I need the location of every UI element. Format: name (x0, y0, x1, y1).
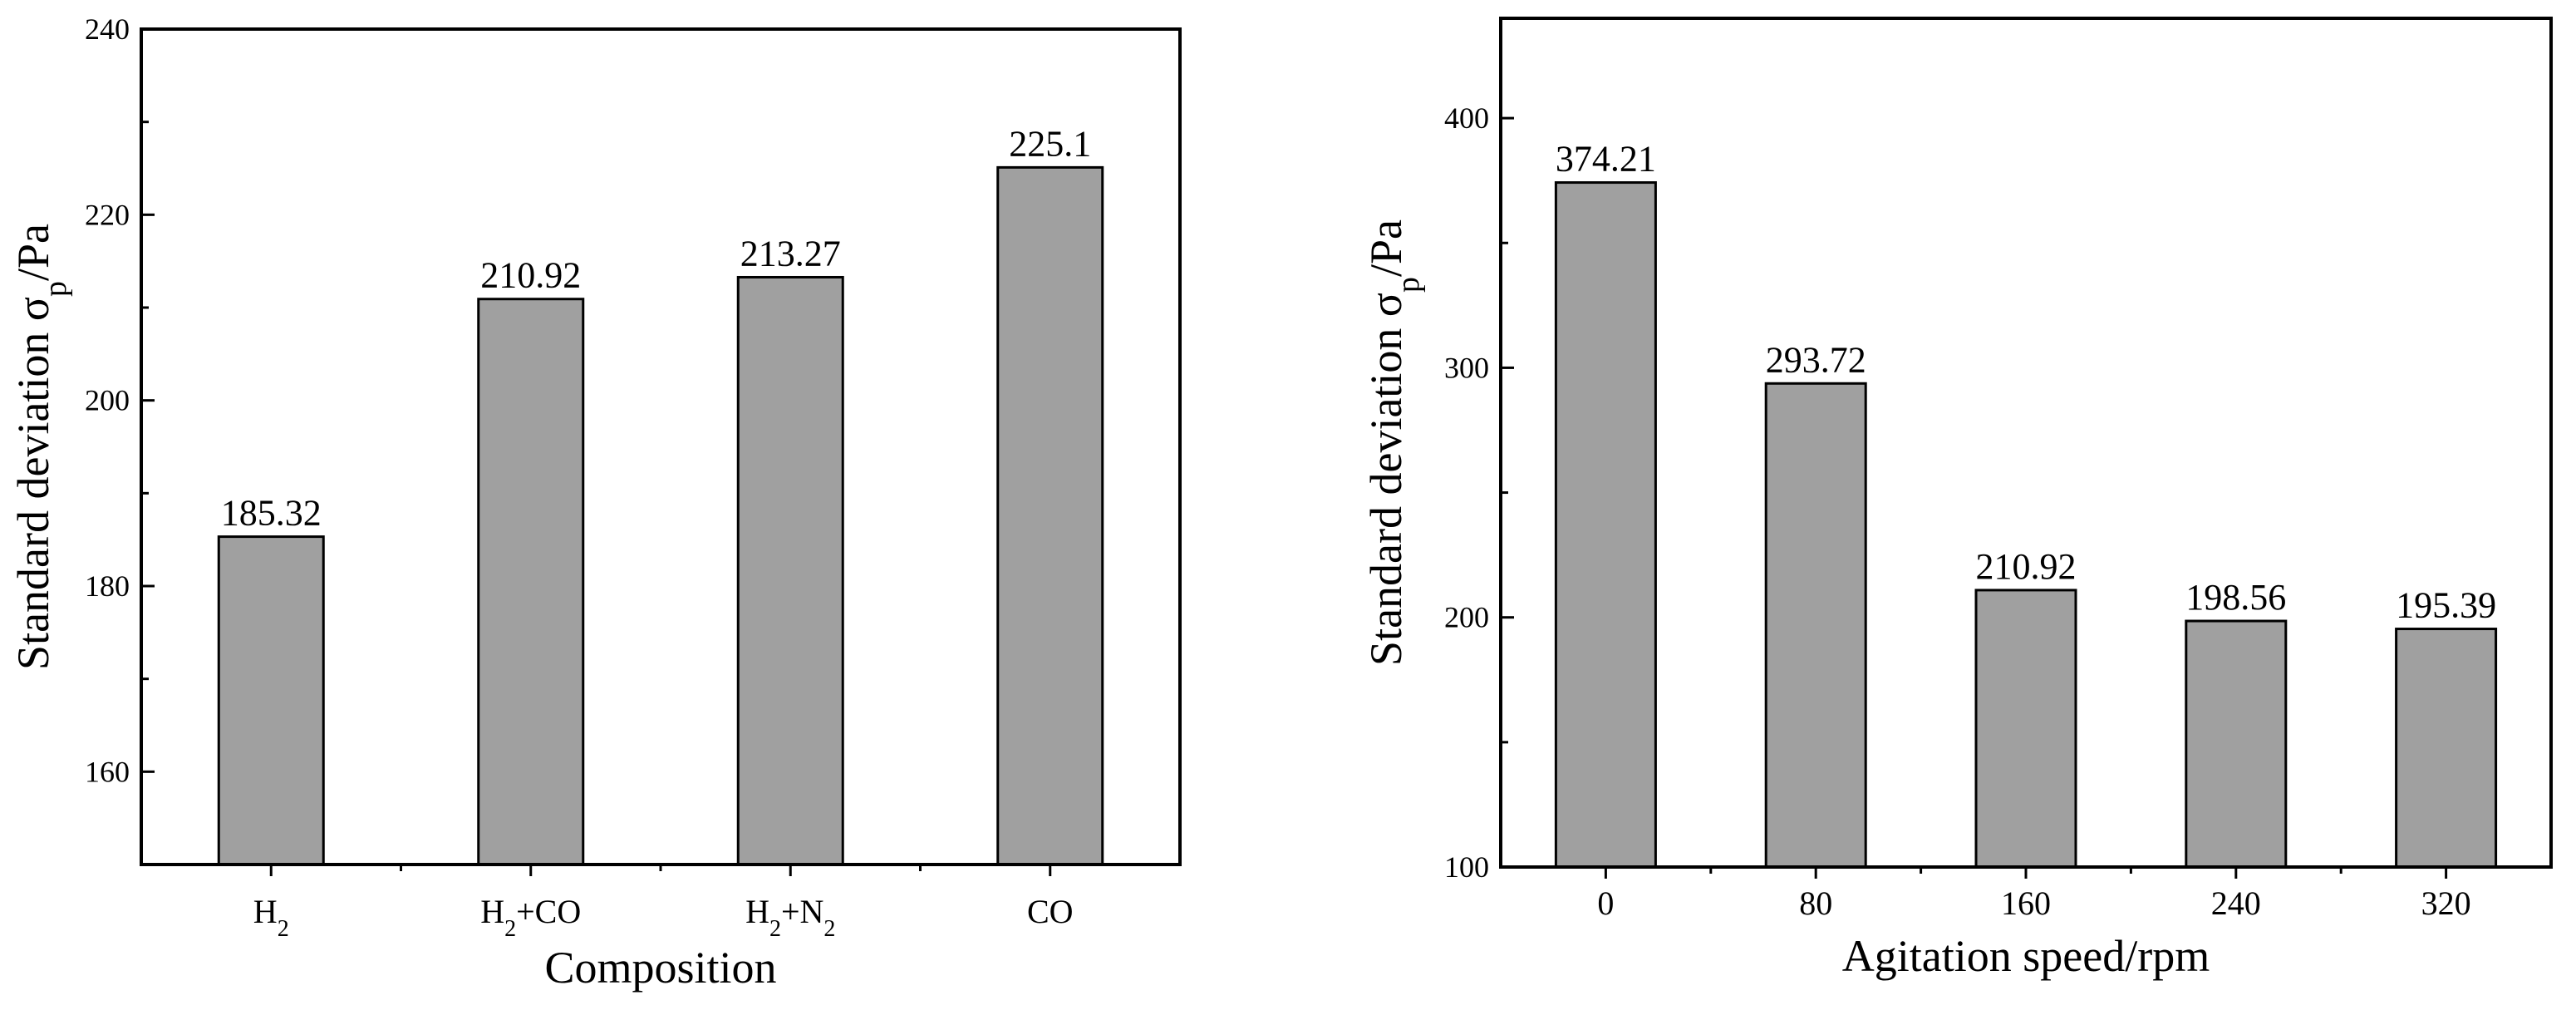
chart-panel-agitation-speed: 374.21 293.72 210.92 198.56 195.39 100 200 300 4… (1361, 17, 2553, 981)
y-tick-label: 100 (1444, 850, 1489, 884)
data-label-4: 195.39 (2396, 585, 2496, 626)
x-axis-title: Composition (544, 943, 776, 993)
y-title-main: Standard deviation σ (8, 297, 58, 670)
category-base: H (480, 893, 504, 930)
category-base: 160 (2001, 884, 2051, 922)
data-label-3: 198.56 (2185, 577, 2286, 618)
category-base: H (745, 893, 769, 930)
y-tick-label: 300 (1444, 351, 1489, 384)
x-tick-label-0: 0 (1597, 884, 1614, 922)
category-base: CO (1027, 893, 1074, 930)
category-base: 240 (2211, 884, 2261, 922)
y-tick-label: 160 (85, 755, 130, 788)
bar-0 (217, 535, 325, 866)
x-tick-label-1: 80 (1799, 884, 1832, 922)
category-mid: +CO (516, 893, 581, 930)
category-base: 0 (1597, 884, 1614, 922)
y-title-subscript: p (1391, 277, 1426, 293)
x-tick-label-4: 320 (2421, 884, 2471, 922)
x-axis-title: Agitation speed/rpm (1842, 931, 2210, 981)
x-tick-label-2: 160 (2001, 884, 2051, 922)
y-tick-label: 240 (85, 12, 130, 46)
bar-1 (1764, 382, 1867, 869)
x-tick-label-1: H2+CO (480, 893, 581, 942)
category-base: 80 (1799, 884, 1832, 922)
category-base: H (253, 893, 278, 930)
x-tick-label-2: H2+N2 (745, 893, 835, 942)
chart-panel-composition: 185.32210.92213.27225.1160180200220240H2… (8, 12, 1182, 993)
category-mid: +N (781, 893, 823, 930)
bar-3 (2185, 619, 2288, 869)
bar-4 (2395, 628, 2498, 869)
y-title-suffix: /Pa (8, 224, 58, 281)
bar-3 (996, 165, 1104, 866)
category-subscript: 2 (504, 916, 516, 942)
y-title-main: Standard deviation σ (1361, 293, 1411, 666)
category-base: 320 (2421, 884, 2471, 922)
category-subscript: 2 (278, 916, 289, 942)
y-title-suffix: /Pa (1361, 219, 1411, 277)
y-axis-title: Standard deviation σp/Pa (1361, 219, 1426, 666)
y-title-subscript: p (38, 281, 73, 297)
bar-2 (1974, 589, 2077, 869)
y-tick-label: 220 (85, 198, 130, 231)
category-subscript: 2 (769, 916, 781, 942)
category-subscript-2: 2 (823, 916, 835, 942)
data-label-3: 225.1 (1009, 123, 1091, 164)
y-axis-title: Standard deviation σp/Pa (8, 224, 73, 670)
x-tick-label-0: H2 (253, 893, 289, 942)
data-label-2: 213.27 (740, 233, 841, 273)
x-tick-label-3: CO (1027, 893, 1074, 930)
y-tick-label: 200 (1444, 601, 1489, 634)
y-tick-label: 400 (1444, 101, 1489, 135)
data-label-1: 293.72 (1766, 339, 1866, 380)
bar-1 (477, 298, 585, 866)
bar-0 (1554, 181, 1657, 869)
data-label-0: 185.32 (221, 493, 322, 534)
data-label-2: 210.92 (1976, 546, 2077, 587)
data-label-1: 210.92 (480, 255, 581, 296)
x-tick-label-3: 240 (2211, 884, 2261, 922)
y-tick-label: 200 (85, 384, 130, 417)
bar-2 (736, 275, 844, 866)
data-label-0: 374.21 (1556, 139, 1656, 180)
y-tick-label: 180 (85, 569, 130, 603)
